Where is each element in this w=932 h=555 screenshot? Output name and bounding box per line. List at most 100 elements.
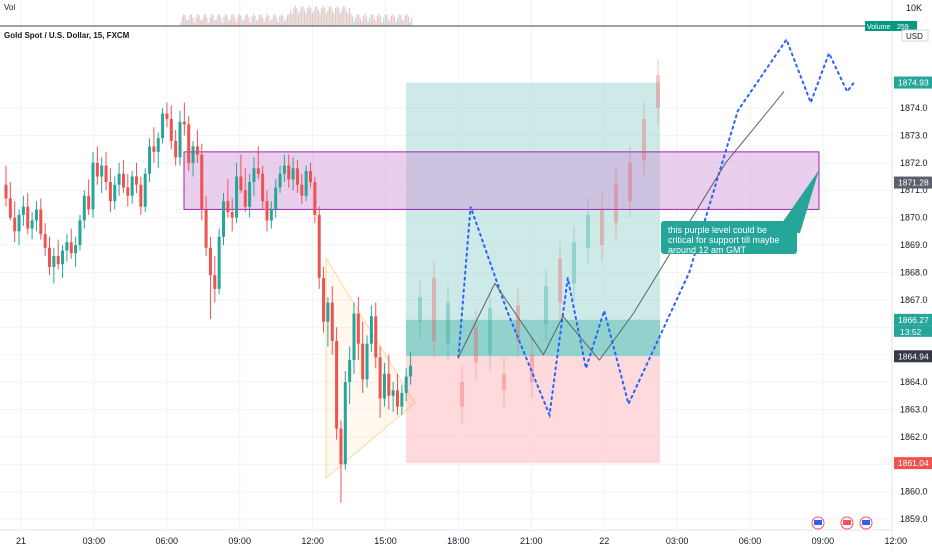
volume-bar	[370, 14, 372, 26]
candle	[187, 116, 191, 172]
volume-bar	[390, 15, 392, 26]
volume-bar	[214, 20, 216, 26]
y-tick-label: 1867.0	[900, 295, 928, 305]
volume-bar	[404, 15, 406, 26]
volume-bar	[189, 15, 191, 26]
volume-bar	[245, 14, 247, 26]
volume-bar	[314, 6, 317, 26]
volume-bar	[273, 14, 275, 26]
volume-bar	[252, 14, 255, 26]
volume-bar	[353, 21, 355, 26]
candle	[69, 228, 73, 259]
candle	[208, 236, 212, 320]
volume-bar	[251, 16, 253, 26]
volume-bar	[223, 16, 225, 26]
currency-label: USD	[906, 32, 923, 41]
volume-bar	[335, 8, 337, 26]
volume-bar	[180, 23, 182, 26]
volume-bar	[400, 14, 402, 26]
candle	[169, 105, 173, 150]
volume-bar	[300, 6, 303, 26]
volume-bar	[378, 14, 380, 26]
candle	[126, 173, 130, 207]
triangle-pattern[interactable]	[325, 256, 416, 480]
volume-bar	[220, 17, 222, 26]
volume-bar	[373, 18, 375, 26]
symbol-title[interactable]: Gold Spot / U.S. Dollar, 15, FXCM	[4, 31, 130, 40]
candle	[87, 179, 91, 215]
volume-bar	[317, 10, 320, 26]
volume-label: Vol	[4, 3, 15, 12]
volume-bar	[187, 19, 189, 26]
y-tick-label: 1874.0	[900, 103, 928, 113]
volume-bar	[263, 22, 265, 26]
candle	[161, 108, 165, 144]
volume-bar	[316, 6, 318, 26]
target-price-label-box	[894, 76, 932, 89]
volume-bar	[248, 17, 250, 26]
candle	[265, 190, 269, 232]
x-tick-label: 03:00	[83, 536, 106, 546]
volume-bar	[285, 18, 287, 26]
candle	[243, 168, 247, 213]
candle	[322, 266, 326, 333]
candle	[43, 223, 47, 256]
time-axis[interactable]	[0, 530, 892, 550]
volume-bar	[255, 20, 258, 26]
y-tick-label: 1860.0	[900, 487, 928, 497]
candle	[614, 168, 618, 240]
volume-bar	[322, 6, 324, 27]
currency-box[interactable]	[901, 29, 929, 42]
candle	[195, 129, 199, 163]
volume-bar	[393, 16, 396, 26]
volume-bar	[186, 19, 188, 26]
candle	[178, 110, 182, 166]
x-tick-label: 06:00	[739, 536, 762, 546]
candle	[200, 143, 204, 221]
candle	[248, 173, 252, 218]
candle	[135, 162, 138, 193]
calendar-event-icon[interactable]	[840, 516, 854, 530]
y-tick-label: 1869.0	[900, 240, 928, 250]
candle	[17, 209, 21, 246]
volume-bar	[409, 22, 411, 26]
candle	[256, 146, 260, 180]
candle	[460, 365, 464, 424]
candlestick-series	[4, 58, 660, 503]
volume-bar	[226, 15, 228, 26]
current-price-label: 1866.27	[898, 315, 929, 325]
flag-icon[interactable]	[811, 516, 825, 530]
candle	[13, 201, 17, 243]
volume-bar	[209, 16, 211, 26]
x-tick-label: 18:00	[447, 536, 470, 546]
candle	[261, 165, 265, 210]
volume-bar	[232, 14, 234, 26]
volume-bar	[294, 6, 296, 26]
candle	[628, 146, 632, 218]
candle	[74, 236, 78, 267]
long-position-tool[interactable]	[406, 82, 660, 464]
candle	[396, 373, 399, 415]
candle	[34, 201, 38, 232]
calendar-event-icon[interactable]	[859, 516, 873, 530]
candle	[104, 151, 108, 191]
y-tick-label: 1872.0	[900, 158, 928, 168]
volume-bar	[203, 15, 205, 26]
y-tick-label: 1863.0	[900, 404, 928, 414]
volume-bar	[217, 15, 219, 26]
projected-path[interactable]	[457, 37, 855, 419]
candle	[330, 286, 334, 355]
volume-bar	[268, 15, 270, 26]
volume-bar	[237, 16, 239, 26]
candle	[642, 102, 646, 177]
candle	[278, 165, 282, 193]
candle	[361, 321, 365, 393]
support-rectangle[interactable]	[183, 151, 820, 210]
volume-bar	[201, 19, 203, 26]
event-icons[interactable]	[811, 516, 873, 530]
purple-level-label-box	[894, 176, 932, 189]
callout-annotation[interactable]: this purple level could be critical for …	[661, 170, 819, 255]
profit-zone	[406, 82, 660, 357]
